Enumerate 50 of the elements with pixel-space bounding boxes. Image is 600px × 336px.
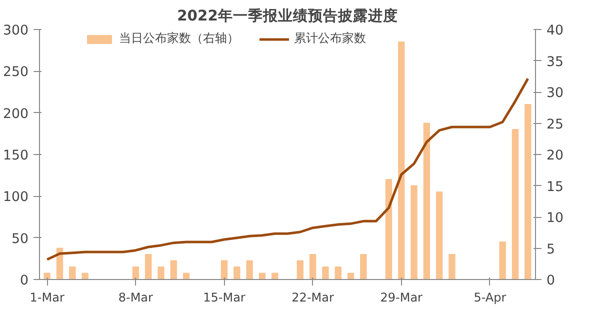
x-tick-label: 1-Mar	[30, 290, 64, 304]
bar	[246, 260, 253, 280]
y-tick-label: 300	[3, 24, 29, 38]
bar	[144, 254, 152, 280]
y2-tick-label: 5	[546, 242, 555, 258]
x-tick-label: 15-Mar	[203, 290, 246, 304]
bar	[512, 129, 519, 280]
bar	[360, 254, 367, 280]
y2-tick-label: 10	[546, 211, 564, 226]
bar	[322, 266, 329, 280]
y-tick-label: 0	[20, 274, 29, 288]
bar	[69, 266, 76, 280]
bar	[234, 266, 240, 280]
bar	[170, 260, 177, 280]
bar	[448, 254, 456, 280]
bar	[296, 260, 304, 280]
x-tick-label: 5-Apr	[474, 290, 506, 304]
y2-tick-label: 25	[546, 117, 564, 132]
y2-tick-label: 20	[546, 148, 564, 164]
bar	[44, 272, 50, 280]
bar	[220, 260, 228, 280]
bar	[436, 192, 443, 280]
chart-title: 2022年一季报业绩预告披露进度	[177, 6, 398, 24]
y-tick-label: 150	[3, 148, 29, 164]
y-tick-label: 50	[12, 232, 29, 247]
line-series	[46, 77, 530, 261]
bar	[499, 242, 506, 280]
y-tick-label: 100	[3, 190, 29, 206]
y2-tick-label: 35	[546, 54, 564, 70]
y2-tick-label: 40	[546, 24, 564, 38]
bar	[410, 185, 418, 280]
x-tick-label: 22-Mar	[292, 290, 334, 304]
y-tick-label: 250	[3, 65, 29, 80]
bar	[524, 104, 532, 280]
bar	[385, 179, 392, 280]
bar	[132, 266, 140, 280]
legend-label: 累计公布家数	[294, 30, 366, 47]
x-tick-label: 8-Mar	[118, 290, 154, 304]
y2-tick-label: 0	[546, 274, 555, 288]
bar	[398, 42, 405, 280]
bar	[334, 266, 342, 280]
bar	[82, 272, 88, 280]
x-tick-label: 29-Mar	[380, 290, 423, 304]
y2-tick-label: 30	[546, 86, 564, 101]
legend-label: 当日公布家数（右轴）	[119, 30, 239, 47]
y-tick-label: 200	[3, 106, 29, 122]
bar	[158, 266, 164, 280]
bar	[309, 254, 316, 280]
bar	[423, 122, 430, 280]
y2-tick-label: 15	[546, 180, 564, 195]
